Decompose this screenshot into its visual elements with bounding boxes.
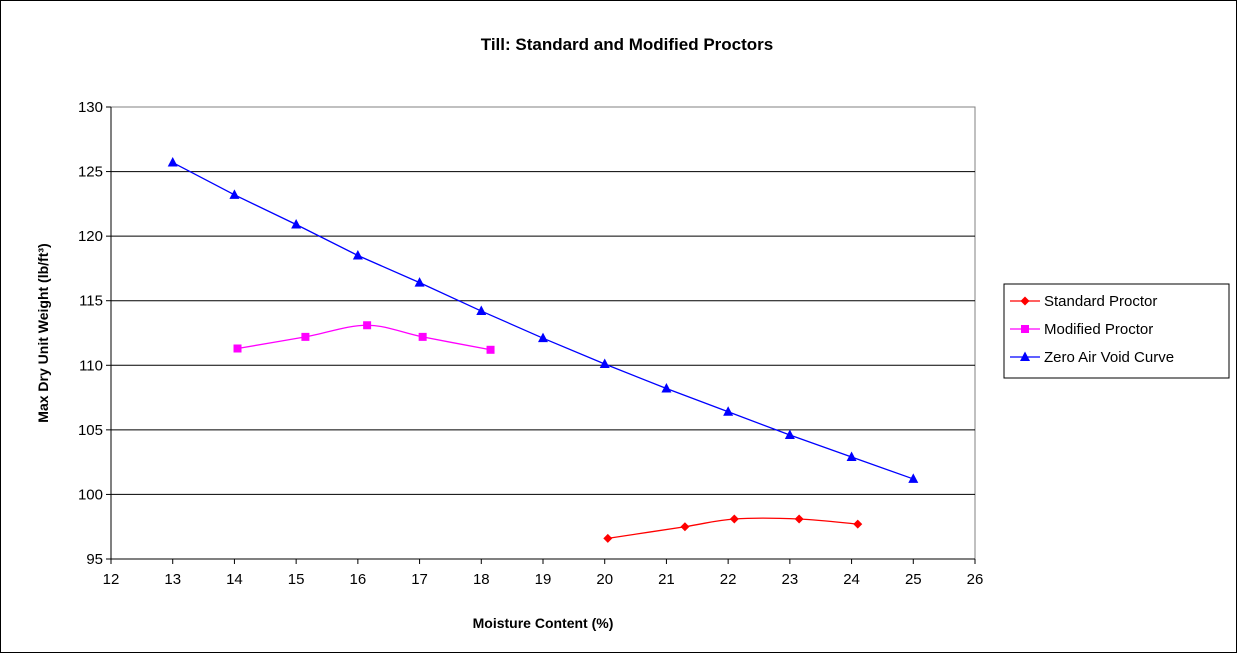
x-tick-label: 22 [720, 571, 737, 588]
y-axis-label: Max Dry Unit Weight (lb/ft³) [35, 243, 51, 422]
data-point [723, 406, 734, 416]
x-tick-label: 12 [103, 571, 120, 588]
legend-item-standard-proctor: Standard Proctor [1010, 293, 1157, 310]
x-tick-label: 13 [164, 571, 181, 588]
data-point [418, 332, 427, 341]
series-modified-proctor [233, 321, 495, 354]
data-point [729, 514, 739, 524]
data-point [291, 219, 302, 229]
x-tick-label: 20 [596, 571, 613, 588]
y-tick-label: 130 [78, 99, 103, 116]
x-tick-label: 26 [967, 571, 984, 588]
y-tick-label: 115 [79, 293, 103, 310]
data-point [538, 332, 548, 343]
data-point [853, 519, 863, 529]
y-tick-label: 95 [86, 551, 103, 568]
x-tick-label: 23 [782, 571, 799, 588]
series-layer [167, 157, 919, 543]
y-tick-label: 100 [78, 486, 103, 503]
x-axis-label: Moisture Content (%) [473, 615, 614, 631]
legend-box [1003, 283, 1230, 379]
data-point [363, 321, 372, 330]
x-tick-label: 15 [288, 571, 305, 588]
data-point [167, 157, 178, 167]
legend-item-modified-proctor: Modified Proctor [1010, 321, 1153, 338]
chart-title: Till: Standard and Modified Proctors [481, 35, 774, 54]
legend-label: Standard Proctor [1044, 293, 1157, 310]
data-point [352, 250, 363, 260]
data-point [233, 344, 242, 353]
legend-label: Modified Proctor [1044, 321, 1153, 338]
x-tick-label: 19 [535, 571, 552, 588]
legend-item-zero-air-void-curve: Zero Air Void Curve [1010, 349, 1174, 366]
y-tick-label: 105 [78, 422, 103, 439]
data-point [486, 345, 495, 354]
axes: 95 100 105 110 115 120 125 130 12 13 14 15 16 17 18 19 2… [78, 99, 983, 588]
data-point [301, 332, 310, 341]
data-point [794, 514, 804, 524]
x-tick-label: 14 [226, 571, 243, 588]
grid-lines [111, 171, 975, 495]
data-point [599, 358, 610, 368]
data-point [661, 383, 672, 393]
data-point [908, 473, 919, 483]
x-tick-label: 18 [473, 571, 490, 588]
y-tick-label: 110 [79, 357, 103, 374]
legend: Standard Proctor Modified Proctor Zero Air… [1003, 283, 1230, 379]
data-point [784, 429, 795, 440]
data-point [476, 305, 487, 316]
x-tick-label: 25 [905, 571, 922, 588]
x-tick-label: 24 [843, 571, 860, 588]
data-point [229, 189, 240, 199]
legend-marker [1020, 296, 1030, 306]
x-tick-label: 17 [411, 571, 428, 588]
legend-marker [1021, 325, 1029, 333]
y-tick-label: 120 [78, 228, 103, 245]
data-point [414, 277, 425, 287]
data-point [846, 451, 857, 461]
x-tick-label: 16 [350, 571, 367, 588]
y-tick-label: 125 [78, 164, 103, 181]
data-point [603, 533, 613, 543]
data-point [680, 522, 690, 532]
legend-label: Zero Air Void Curve [1044, 349, 1174, 366]
series-zero-air-void-curve [167, 157, 919, 483]
legend-items: Standard Proctor Modified Proctor Zero Air… [1010, 293, 1174, 366]
x-tick-label: 21 [658, 571, 675, 588]
legend-marker [1020, 351, 1030, 361]
series-standard-proctor [603, 514, 863, 543]
